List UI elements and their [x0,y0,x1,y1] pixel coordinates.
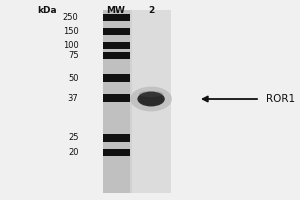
Text: kDa: kDa [37,6,57,15]
FancyBboxPatch shape [103,74,130,82]
Text: 50: 50 [68,74,79,83]
Text: 100: 100 [63,41,79,50]
FancyBboxPatch shape [103,14,130,21]
Ellipse shape [137,92,165,106]
Text: MW: MW [106,6,125,15]
FancyBboxPatch shape [103,10,130,193]
FancyBboxPatch shape [132,10,171,193]
FancyBboxPatch shape [103,42,130,49]
Ellipse shape [139,91,164,97]
FancyBboxPatch shape [103,134,130,142]
Text: 150: 150 [63,27,79,36]
FancyBboxPatch shape [103,28,130,35]
Text: 2: 2 [148,6,154,15]
Ellipse shape [130,87,172,111]
FancyBboxPatch shape [103,52,130,59]
Text: 75: 75 [68,51,79,60]
Text: ROR1: ROR1 [266,94,295,104]
Text: 20: 20 [68,148,79,157]
FancyBboxPatch shape [103,94,130,102]
FancyBboxPatch shape [103,149,130,156]
FancyBboxPatch shape [103,10,171,193]
Text: 37: 37 [68,94,79,103]
Text: 25: 25 [68,133,79,142]
Text: 250: 250 [63,13,79,22]
